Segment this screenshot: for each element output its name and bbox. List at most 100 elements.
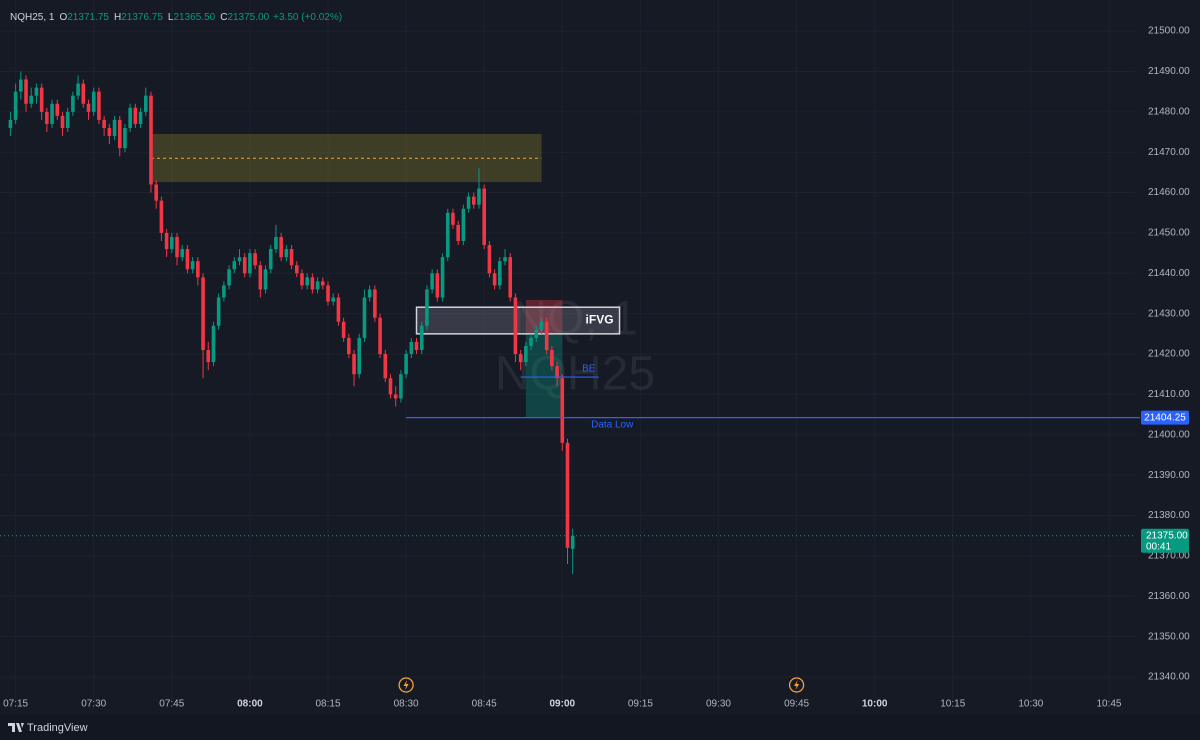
y-tick-label: 21420.00 xyxy=(1148,349,1190,360)
ifvg-box xyxy=(415,306,621,335)
candle-body xyxy=(112,119,117,137)
candle-body xyxy=(86,103,91,112)
candle-body xyxy=(175,236,179,258)
ohlc-value: 21365.50 xyxy=(173,12,215,23)
event-bolt xyxy=(794,680,800,690)
candle-body xyxy=(242,257,247,274)
candle-body xyxy=(570,535,575,549)
ifvg-label: iFVG xyxy=(586,313,614,327)
watermark: NQ, 1 xyxy=(512,293,637,346)
x-tick-label: 10:30 xyxy=(1018,699,1043,710)
candle-body xyxy=(60,115,65,128)
candle-body xyxy=(341,321,346,338)
candle-body xyxy=(211,325,216,363)
candle-body xyxy=(274,236,278,250)
brand-logo: TradingView xyxy=(8,722,88,734)
candle-body xyxy=(76,83,80,96)
candle-body xyxy=(71,95,75,112)
ohlc-value: 21371.75 xyxy=(67,12,109,23)
grid xyxy=(0,0,1135,700)
candle-body xyxy=(117,119,122,149)
x-tick-label: 10:00 xyxy=(862,699,888,710)
candle-body xyxy=(550,350,554,367)
candle-body xyxy=(378,317,382,355)
candle-body xyxy=(8,119,13,128)
candle-body xyxy=(477,188,481,205)
candle-body xyxy=(518,354,523,363)
candle-body xyxy=(461,208,466,242)
y-tick-label: 21350.00 xyxy=(1148,631,1190,642)
candle-body xyxy=(107,127,112,137)
candle-body xyxy=(373,289,377,318)
ohlc-value: 21376.75 xyxy=(121,12,163,23)
candle-body xyxy=(268,249,273,270)
candle-body xyxy=(513,297,518,355)
candle-body xyxy=(289,249,294,266)
candle-body xyxy=(19,79,23,92)
be-label: BE xyxy=(582,364,596,375)
candle-body xyxy=(34,87,39,96)
data-low-tag xyxy=(1141,410,1189,425)
y-tick-label: 21410.00 xyxy=(1148,389,1190,400)
candle-body xyxy=(482,188,486,246)
candle-body xyxy=(492,273,497,286)
candle-body xyxy=(451,212,455,225)
candle-body xyxy=(430,273,434,290)
y-tick-label: 21390.00 xyxy=(1148,470,1190,481)
candle-body xyxy=(487,245,492,274)
candle-body xyxy=(143,95,148,112)
brand-icon xyxy=(8,723,24,732)
candles xyxy=(8,71,575,575)
ohlc-value: 21375.00 xyxy=(227,12,269,23)
candle-body xyxy=(81,83,86,104)
y-tick-label: 21480.00 xyxy=(1148,106,1190,117)
candle-body xyxy=(263,269,268,290)
candle-body xyxy=(196,261,200,278)
data-low-label: Data Low xyxy=(591,419,634,430)
candle-body xyxy=(555,366,559,379)
candle-body xyxy=(206,350,211,363)
x-tick-label: 07:15 xyxy=(3,699,28,710)
candle-body xyxy=(190,261,195,270)
candle-body xyxy=(331,297,336,302)
candle-body xyxy=(123,127,127,149)
candle-body xyxy=(367,289,372,298)
candle-body xyxy=(336,297,341,322)
ohlc-key: L xyxy=(168,12,174,23)
candle-body xyxy=(185,249,190,270)
candle-body xyxy=(159,200,164,233)
candle-body xyxy=(55,103,60,116)
candle-body xyxy=(91,91,96,112)
event-bolt xyxy=(403,680,409,690)
header: NQH25, 1 O21371.75 H21376.75 L21365.50 C2137… xyxy=(10,12,342,23)
y-tick-label: 21400.00 xyxy=(1148,429,1190,440)
candle-body xyxy=(388,378,393,395)
candle-body xyxy=(383,354,388,379)
candle-body xyxy=(133,107,138,124)
candle-body xyxy=(393,394,398,399)
candle-body xyxy=(544,321,549,350)
candle-body xyxy=(466,196,471,209)
candle-body xyxy=(24,79,28,104)
candle-body xyxy=(404,354,408,375)
y-tick-label: 21380.00 xyxy=(1148,510,1190,521)
candle-body xyxy=(45,111,49,124)
candle-body xyxy=(471,196,476,205)
ohlc-key: H xyxy=(114,12,121,23)
candle-body xyxy=(232,261,237,270)
candle-body xyxy=(258,265,263,290)
candle-body xyxy=(440,257,445,298)
candle-body xyxy=(300,273,304,286)
candle-body xyxy=(65,111,70,128)
candle-body xyxy=(29,95,34,104)
data-low-tag-label: 21404.25 xyxy=(1144,412,1186,423)
candle-body xyxy=(357,337,362,375)
y-tick-label: 21360.00 xyxy=(1148,591,1190,602)
x-tick-label: 09:30 xyxy=(706,699,731,710)
candle-body xyxy=(279,236,283,258)
candle-body xyxy=(425,289,429,326)
candle-body xyxy=(294,265,299,274)
x-tick-label: 09:15 xyxy=(628,699,653,710)
